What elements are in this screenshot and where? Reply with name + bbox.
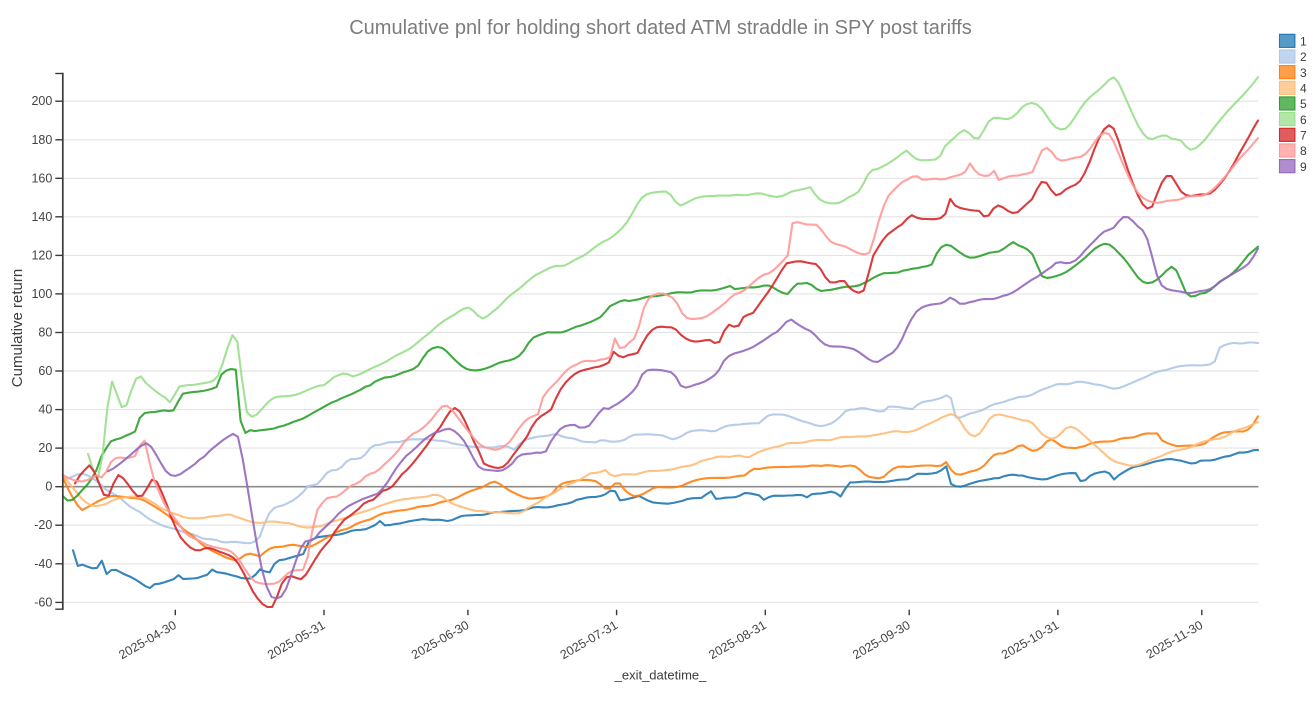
svg-text:4: 4 <box>1300 82 1307 96</box>
svg-text:Cumulative pnl for holding sho: Cumulative pnl for holding short dated A… <box>349 17 972 39</box>
svg-text:40: 40 <box>38 403 52 417</box>
svg-text:_exit_datetime_: _exit_datetime_ <box>614 668 708 683</box>
svg-text:180: 180 <box>31 133 52 147</box>
svg-text:-40: -40 <box>34 557 52 571</box>
svg-text:6: 6 <box>1300 113 1307 127</box>
svg-text:100: 100 <box>31 287 52 301</box>
svg-text:3: 3 <box>1300 66 1307 80</box>
svg-text:1: 1 <box>1300 35 1307 49</box>
svg-text:160: 160 <box>31 171 52 185</box>
svg-text:120: 120 <box>31 248 52 262</box>
svg-text:9: 9 <box>1300 160 1307 174</box>
svg-text:140: 140 <box>31 210 52 224</box>
svg-text:60: 60 <box>38 364 52 378</box>
svg-text:Cumulative return: Cumulative return <box>9 269 26 387</box>
svg-text:8: 8 <box>1300 144 1307 158</box>
svg-text:5: 5 <box>1300 97 1307 111</box>
svg-text:200: 200 <box>31 94 52 108</box>
svg-text:7: 7 <box>1300 129 1307 143</box>
svg-text:-60: -60 <box>34 595 52 609</box>
svg-text:-20: -20 <box>34 518 52 532</box>
svg-text:20: 20 <box>38 441 52 455</box>
svg-text:80: 80 <box>38 326 52 340</box>
svg-text:0: 0 <box>45 480 52 494</box>
svg-text:2: 2 <box>1300 50 1307 64</box>
